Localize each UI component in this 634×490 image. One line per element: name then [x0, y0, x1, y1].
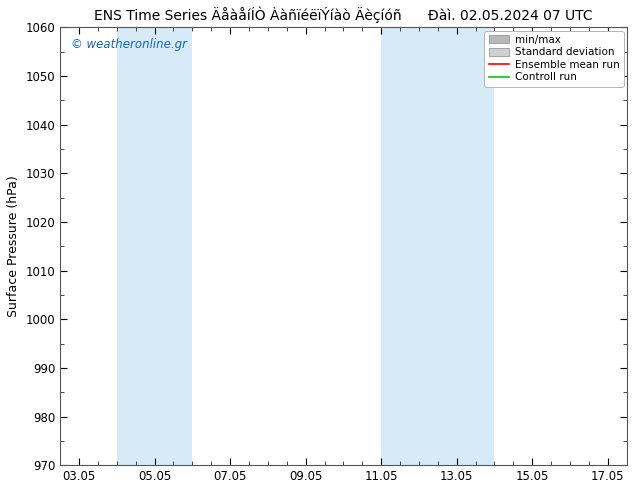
Bar [117, 27, 192, 465]
Legend: min/max, Standard deviation, Ensemble mean run, Controll run: min/max, Standard deviation, Ensemble me… [484, 30, 624, 87]
Title: ENS Time Series ÄåàåíÍÒ ÀàñïéëïÝíàò Äèçíóñ      Ðàì. 02.05.2024 07 UTC: ENS Time Series ÄåàåíÍÒ ÀàñïéëïÝíàò Äèçí… [94, 7, 593, 24]
Text: © weatheronline.gr: © weatheronline.gr [72, 38, 188, 51]
Bar [456, 27, 495, 465]
Y-axis label: Surface Pressure (hPa): Surface Pressure (hPa) [7, 175, 20, 317]
Bar [381, 27, 456, 465]
